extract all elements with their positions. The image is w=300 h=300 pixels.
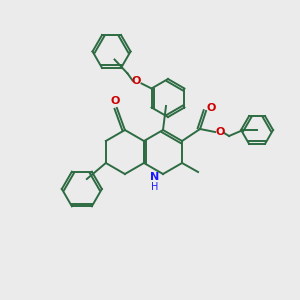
Text: H: H xyxy=(151,182,158,191)
Text: O: O xyxy=(215,127,225,137)
Text: O: O xyxy=(206,103,216,113)
Text: O: O xyxy=(132,76,141,86)
Text: O: O xyxy=(110,96,120,106)
Text: N: N xyxy=(150,172,159,182)
